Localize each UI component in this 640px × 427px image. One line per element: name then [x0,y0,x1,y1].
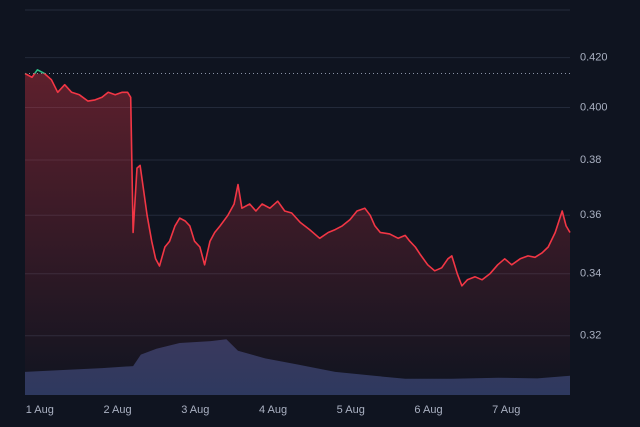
x-tick-label: 4 Aug [259,404,287,416]
price-line [24,73,571,287]
x-tick-label: 3 Aug [181,404,209,416]
price-area [25,73,570,395]
x-tick-label: 7 Aug [492,404,520,416]
x-tick-label: 5 Aug [337,404,365,416]
y-tick-label: 0.32 [580,330,601,342]
x-tick-label: 1 Aug [26,404,54,416]
x-tick-label: 2 Aug [103,404,131,416]
y-tick-label: 0.36 [580,209,601,221]
x-tick-label: 6 Aug [414,404,442,416]
y-tick-label: 0.400 [580,101,608,113]
y-tick-label: 0.38 [580,154,601,166]
y-tick-label: 0.34 [580,268,601,280]
y-tick-label: 0.420 [580,51,608,63]
